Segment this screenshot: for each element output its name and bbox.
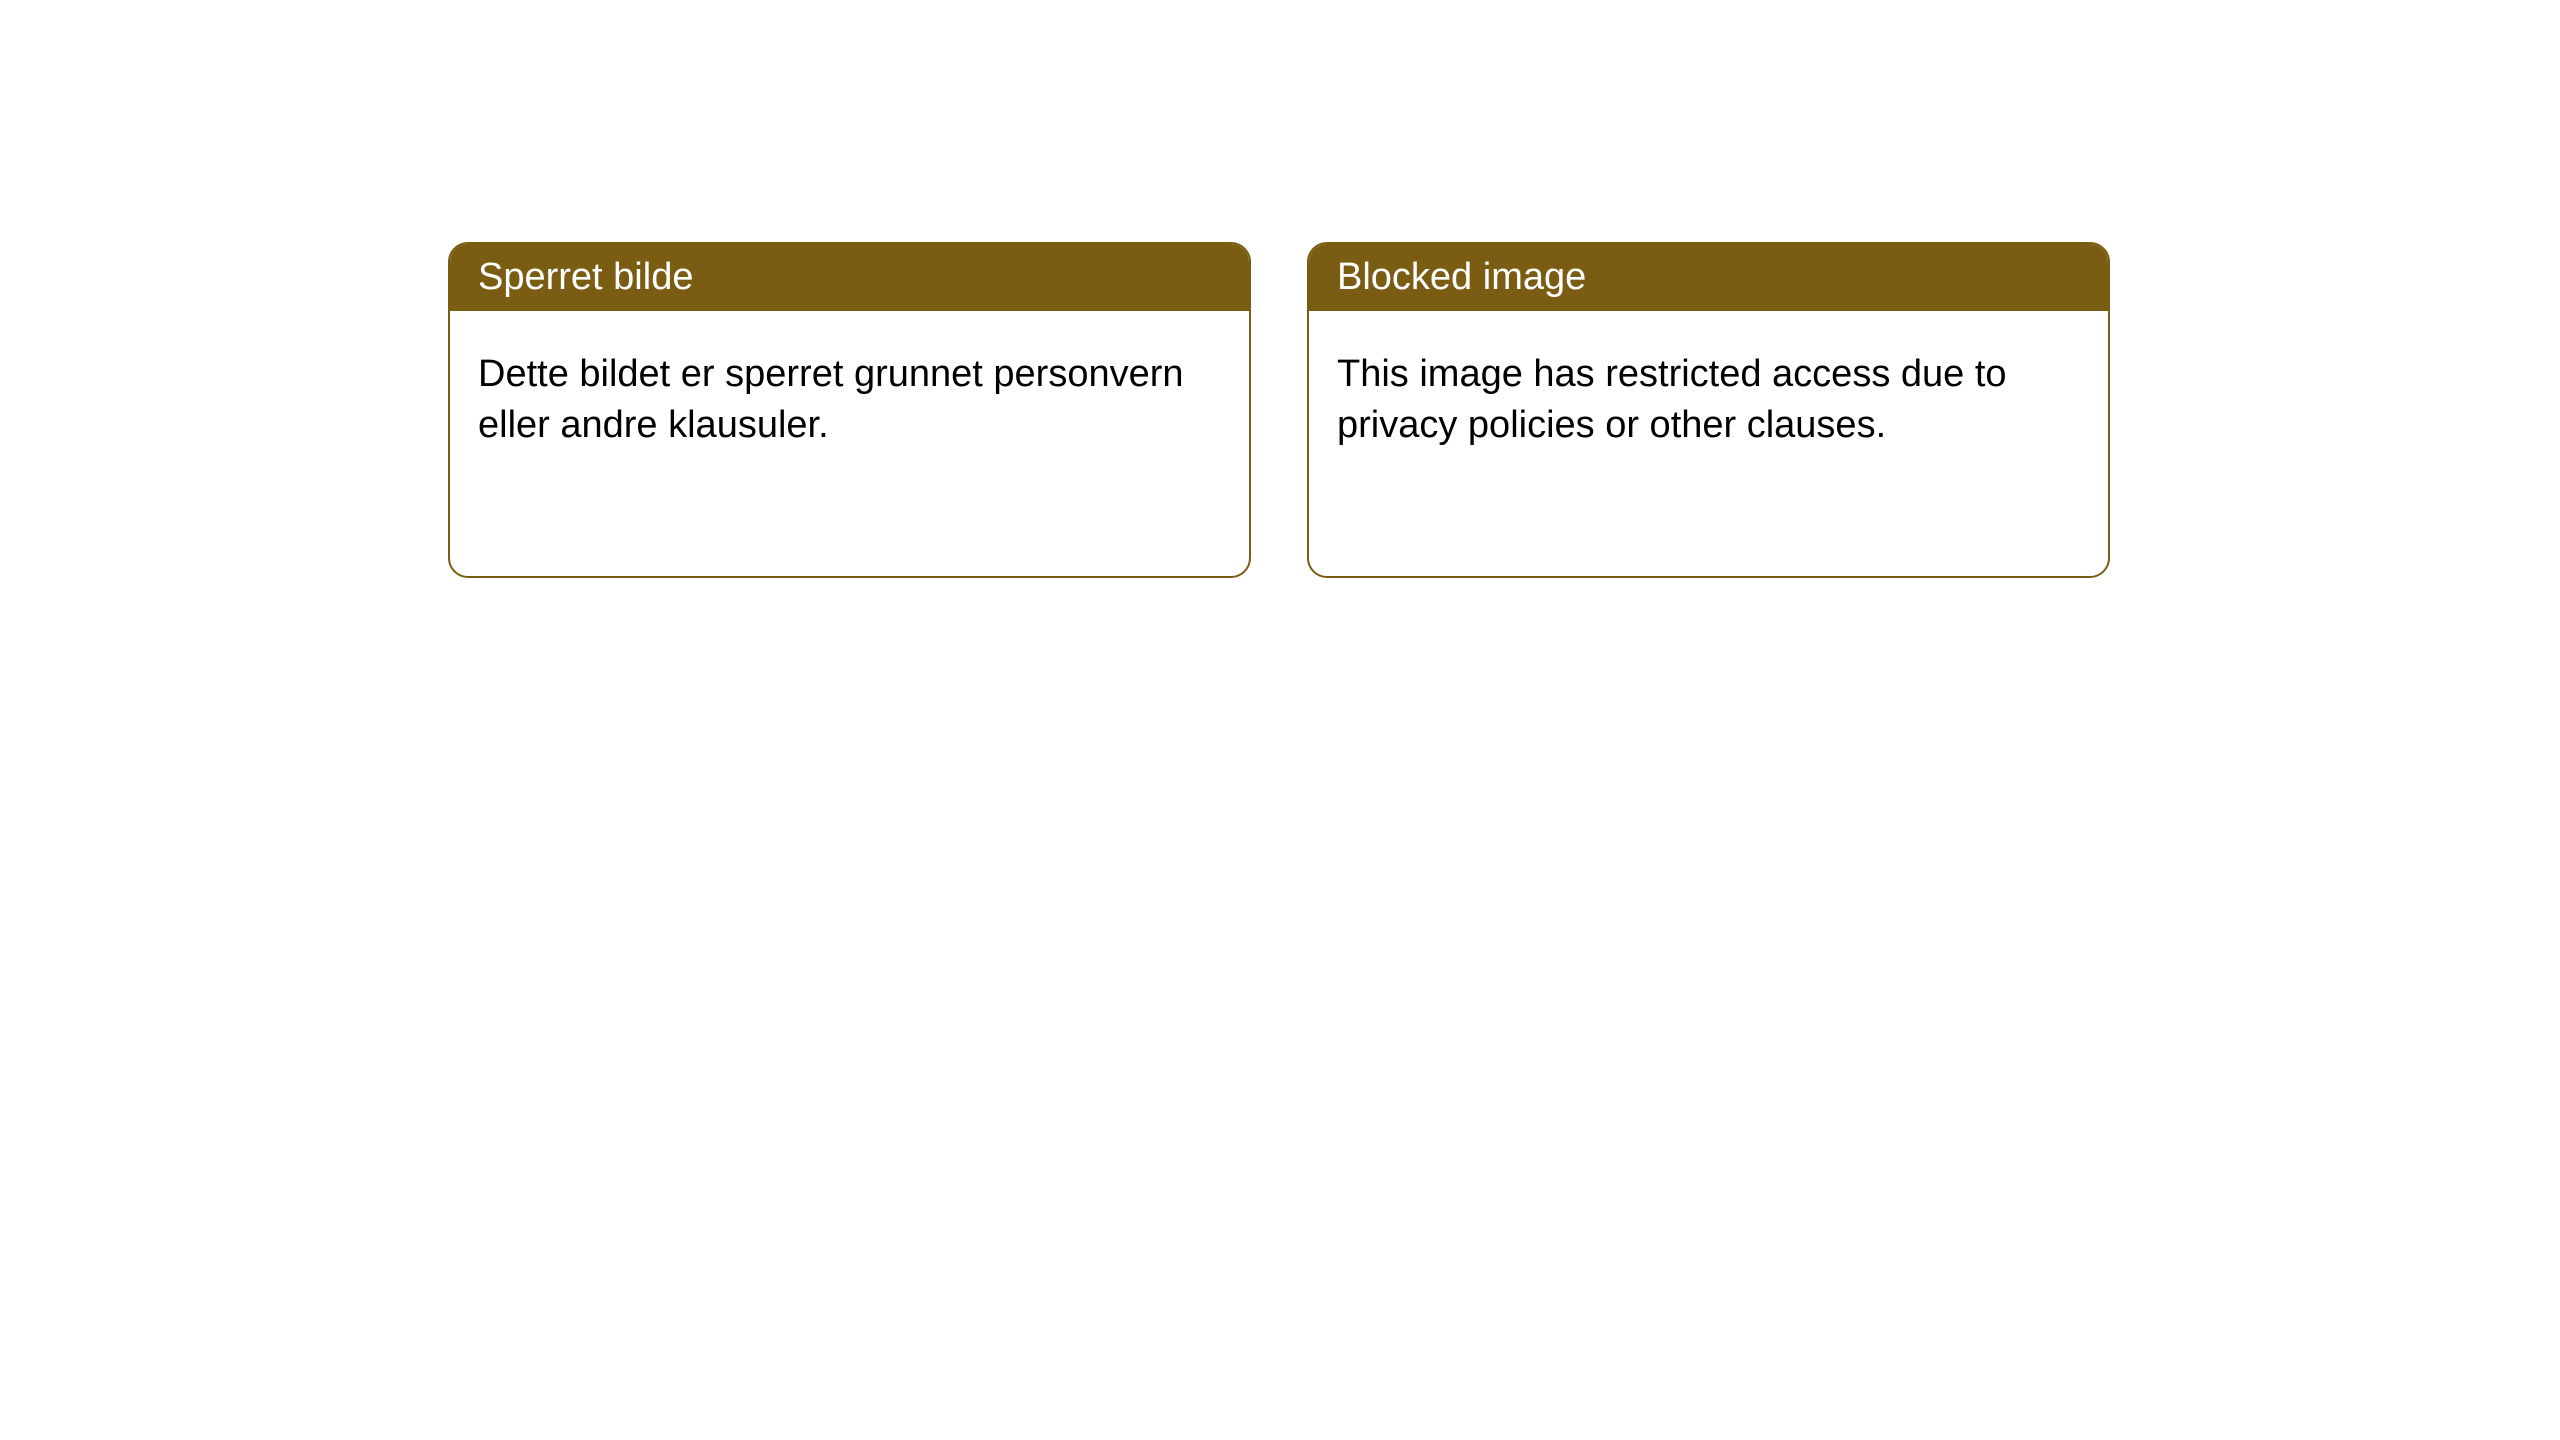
notice-header: Sperret bilde: [450, 244, 1249, 311]
notice-body: This image has restricted access due to …: [1309, 311, 2108, 490]
notice-container: Sperret bilde Dette bildet er sperret gr…: [0, 0, 2560, 578]
notice-card-english: Blocked image This image has restricted …: [1307, 242, 2110, 578]
notice-card-norwegian: Sperret bilde Dette bildet er sperret gr…: [448, 242, 1251, 578]
notice-body: Dette bildet er sperret grunnet personve…: [450, 311, 1249, 490]
notice-header: Blocked image: [1309, 244, 2108, 311]
